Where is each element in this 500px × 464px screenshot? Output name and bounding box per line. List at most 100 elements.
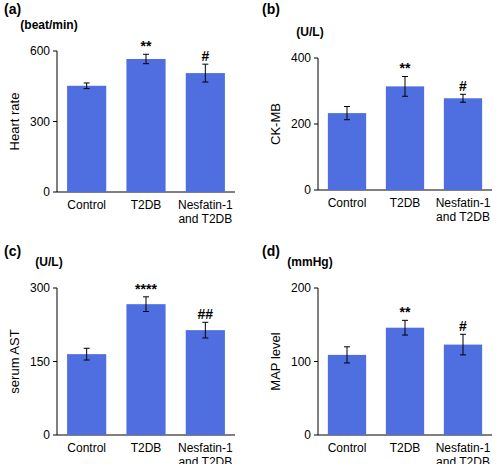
x-tick-label: Nesfatin-1and T2DB	[178, 441, 233, 464]
x-tick-label-line: T2DB	[131, 198, 162, 212]
x-tick-label-line: and T2DB	[436, 455, 490, 464]
error-line	[86, 83, 87, 89]
y-axis-label: serum AST	[7, 329, 22, 393]
error-cap	[344, 346, 350, 347]
marks	[67, 297, 225, 435]
error-line	[205, 64, 206, 82]
error-bar	[460, 334, 466, 355]
error-cap	[344, 362, 350, 363]
error-cap	[402, 335, 408, 336]
error-cap	[202, 82, 208, 83]
x-tick-label-line: Control	[328, 196, 367, 210]
x-tick-label-line: and T2DB	[178, 455, 232, 464]
y-tick-label: 200	[291, 281, 311, 295]
panel-label: (b)	[262, 1, 280, 17]
error-bar	[143, 297, 149, 312]
x-tick-label: T2DB	[131, 441, 162, 455]
y-tick-label: 200	[291, 117, 311, 131]
y-tick	[314, 190, 318, 191]
x-tick-label-line: and T2DB	[436, 210, 490, 224]
x-tick-label: Control	[328, 441, 367, 455]
error-cap	[84, 82, 90, 83]
error-line	[347, 107, 348, 120]
x-tick-label-line: Nesfatin-1	[178, 441, 233, 455]
significance: **	[400, 304, 411, 320]
y-tick-label: 100	[291, 355, 311, 369]
y-tick-label: 150	[30, 355, 50, 369]
bar	[186, 73, 225, 192]
error-line	[146, 297, 147, 312]
error-bar	[460, 94, 466, 102]
bar	[444, 345, 482, 435]
x-tick-label: Control	[328, 196, 367, 210]
panel-label: (a)	[4, 1, 21, 17]
y-tick-label: 300	[30, 115, 50, 129]
significance: #	[459, 318, 467, 334]
error-bar	[202, 64, 208, 82]
x-tick-label-line: and T2DB	[178, 212, 232, 226]
error-bar	[402, 320, 408, 335]
y-tick-label: 400	[291, 51, 311, 65]
unit-label: (U/L)	[296, 25, 323, 39]
error-cap	[84, 360, 90, 361]
panel-label: (d)	[262, 243, 280, 259]
error-bar	[202, 322, 208, 338]
panel: (a)(beat/min)Heart rate0300600Control**T…	[4, 1, 235, 226]
y-tick	[314, 288, 318, 289]
significance: #	[201, 48, 209, 64]
error-cap	[143, 63, 149, 64]
x-tick-label-line: Nesfatin-1	[436, 196, 491, 210]
unit-label: (beat/min)	[20, 18, 77, 32]
significance: **	[141, 38, 152, 54]
y-axis-label: CK-MB	[268, 103, 283, 145]
x-tick-label-line: T2DB	[131, 441, 162, 455]
bar	[67, 86, 106, 192]
error-line	[463, 334, 464, 355]
x-tick-label: Nesfatin-1and T2DB	[436, 196, 491, 224]
significance: ****	[135, 281, 157, 297]
unit-label: (U/L)	[35, 255, 62, 269]
x-tick-label-line: Control	[328, 441, 367, 455]
y-tick	[53, 121, 57, 122]
bar	[328, 113, 366, 190]
error-cap	[344, 119, 350, 120]
x-tick-label-line: Control	[67, 441, 106, 455]
x-tick-label-line: T2DB	[390, 441, 421, 455]
y-tick	[314, 58, 318, 59]
marks	[67, 54, 225, 192]
panel: (b)(U/L)CK-MB0200400Control**T2DB#Nesfat…	[262, 1, 492, 224]
figure: (a)(beat/min)Heart rate0300600Control**T…	[0, 0, 500, 464]
error-cap	[344, 106, 350, 107]
y-tick	[53, 361, 57, 362]
y-tick	[314, 435, 318, 436]
y-tick-label: 0	[43, 185, 50, 199]
bar	[186, 330, 225, 435]
y-axis-label: MAP level	[268, 332, 283, 390]
error-bar	[344, 347, 350, 363]
error-bar	[402, 76, 408, 96]
marks	[328, 320, 482, 435]
bar	[67, 354, 106, 435]
panel-label: (c)	[4, 243, 21, 259]
y-tick	[53, 51, 57, 52]
x-tick-label: Nesfatin-1and T2DB	[436, 441, 491, 464]
error-cap	[402, 96, 408, 97]
x-tick-label-line: Nesfatin-1	[436, 441, 491, 455]
error-line	[347, 347, 348, 363]
marks	[328, 76, 482, 190]
bar	[444, 98, 482, 190]
error-cap	[202, 337, 208, 338]
error-cap	[84, 88, 90, 89]
y-tick	[53, 288, 57, 289]
x-tick-label: Control	[67, 198, 106, 212]
error-bar	[84, 348, 90, 360]
y-tick-label: 0	[304, 183, 311, 197]
panel: (d)(mmHg)MAP level0100200Control**T2DB#N…	[262, 243, 492, 464]
error-bar	[344, 107, 350, 120]
y-tick	[53, 435, 57, 436]
bar	[386, 328, 424, 435]
error-cap	[460, 102, 466, 103]
x-tick-label-line: T2DB	[390, 196, 421, 210]
x-tick-label: Control	[67, 441, 106, 455]
y-tick	[314, 124, 318, 125]
